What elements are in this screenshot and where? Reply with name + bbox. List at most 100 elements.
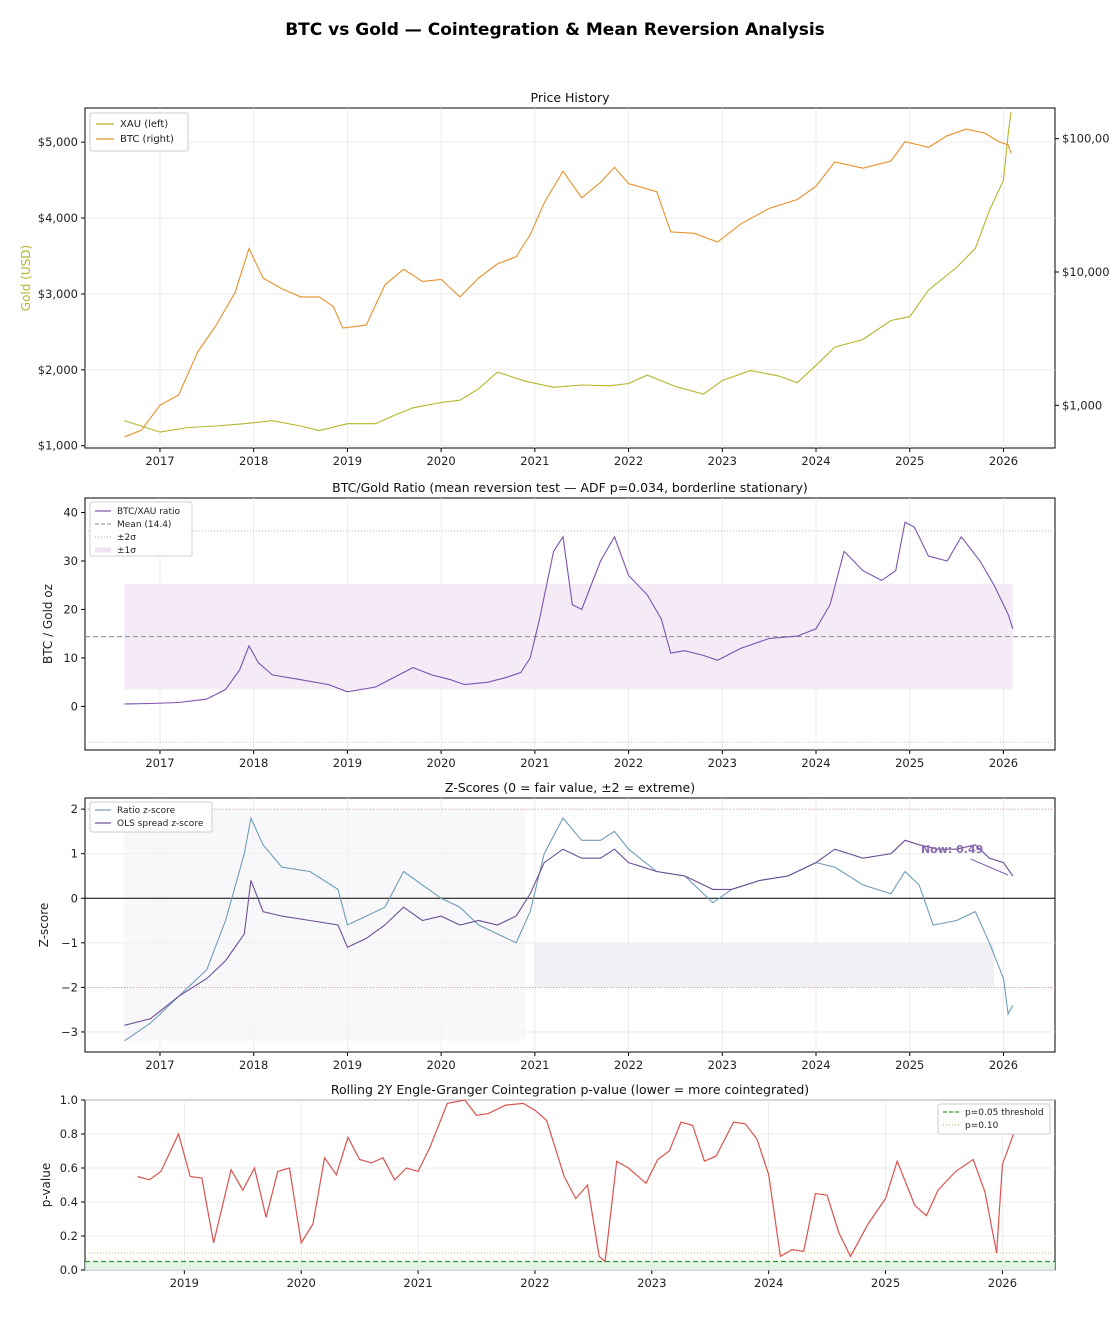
- panel-title: Z-Scores (0 = fair value, ±2 = extreme): [445, 780, 695, 795]
- y-tick-label: −1: [61, 936, 78, 950]
- x-tick-label: 2024: [754, 1276, 783, 1290]
- y-tick-label: 0: [71, 891, 78, 905]
- y-tick-label: $5,000: [38, 135, 78, 149]
- y-tick-label: $4,000: [38, 211, 78, 225]
- x-tick-label: 2020: [426, 756, 455, 770]
- panel-title: BTC/Gold Ratio (mean reversion test — AD…: [332, 480, 808, 495]
- legend-box: [89, 112, 189, 152]
- x-tick-label: 2021: [520, 756, 549, 770]
- y-axis-label: p-value: [39, 1163, 53, 1207]
- x-tick-label: 2022: [614, 1058, 643, 1072]
- legend-label: p=0.05 threshold: [965, 1108, 1044, 1118]
- legend-label: XAU (left): [120, 119, 168, 130]
- y-tick-label: 2: [71, 802, 78, 816]
- x-tick-label: 2022: [614, 756, 643, 770]
- x-tick-label: 2019: [170, 1276, 199, 1290]
- x-tick-label: 2020: [287, 1276, 316, 1290]
- y-tick-label: 0.0: [60, 1263, 78, 1277]
- legend: p=0.05 threshold p=0.10: [937, 1103, 1051, 1135]
- panel-zscore: Z-Scores (0 = fair value, ±2 = extreme) 2…: [37, 780, 1056, 1072]
- plot-frame: [84, 797, 1056, 1053]
- plot-frame: [84, 1099, 1056, 1271]
- legend-box: [89, 801, 213, 833]
- x-tick-label: 2021: [520, 1058, 549, 1072]
- series-line-xau: [124, 111, 1012, 433]
- x-tick-label: 2025: [895, 756, 924, 770]
- series-line-ols-z: [124, 839, 1014, 1026]
- legend: BTC/XAU ratio Mean (14.4) ±2σ ±1σ: [89, 501, 193, 557]
- legend-label: BTC (right): [120, 134, 174, 145]
- panel-pvalue: Rolling 2Y Engle-Granger Cointegration p…: [39, 1082, 1056, 1290]
- y-tick-label: 0.2: [60, 1229, 78, 1243]
- x-tick-label: 2022: [520, 1276, 549, 1290]
- x-tick-label: 2018: [239, 756, 268, 770]
- y-tick-label: $1,000: [38, 439, 78, 453]
- x-tick-label: 2024: [801, 454, 830, 468]
- x-tick-label: 2025: [895, 1058, 924, 1072]
- panel-price: Price History 2017 2018 2019 2020 2021 2022 202…: [19, 90, 1110, 468]
- y-right-tick-label: $100,00: [1062, 132, 1110, 146]
- x-tick-label: 2017: [145, 756, 174, 770]
- series-line-ratio-z: [124, 816, 1014, 1042]
- legend-box: [937, 1103, 1051, 1135]
- legend-label: OLS spread z-score: [117, 819, 204, 829]
- series-line-ratio: [124, 521, 1014, 705]
- legend-label: p=0.10: [965, 1121, 999, 1131]
- figure-title: BTC vs Gold — Cointegration & Mean Rever…: [285, 20, 825, 40]
- legend-label: Ratio z-score: [117, 806, 176, 816]
- x-tick-label: 2024: [801, 1058, 830, 1072]
- x-tick-label: 2025: [895, 454, 924, 468]
- now-annotation: Now: 0.49: [921, 843, 983, 856]
- y-tick-label: 20: [63, 602, 78, 616]
- shade-region: [534, 942, 995, 988]
- significance-band: [85, 1261, 1055, 1270]
- legend-label: ±2σ: [117, 533, 136, 543]
- x-tick-label: 2018: [239, 454, 268, 468]
- y-tick-label: 0.8: [60, 1127, 78, 1141]
- x-tick-label: 2023: [708, 454, 737, 468]
- x-tick-label: 2023: [637, 1276, 666, 1290]
- legend: Ratio z-score OLS spread z-score: [89, 801, 213, 833]
- shade-region: [124, 809, 526, 1041]
- x-tick-label: 2019: [333, 1058, 362, 1072]
- y-tick-label: 40: [63, 506, 78, 520]
- y-tick-label: 0: [71, 699, 78, 713]
- x-tick-label: 2023: [708, 1058, 737, 1072]
- x-tick-label: 2019: [333, 454, 362, 468]
- legend-box: [89, 501, 193, 557]
- y-tick-label: $3,000: [38, 287, 78, 301]
- plot-frame: [84, 107, 1056, 449]
- panel-title: Rolling 2Y Engle-Granger Cointegration p…: [331, 1082, 809, 1097]
- y-tick-label: −3: [61, 1025, 78, 1039]
- y-tick-label: −2: [61, 980, 78, 994]
- x-tick-label: 2023: [708, 756, 737, 770]
- y-tick-label: 0.6: [60, 1161, 78, 1175]
- legend-label: Mean (14.4): [117, 520, 171, 530]
- annotation-arrow: [970, 858, 1009, 876]
- y-tick-label: 0.4: [60, 1195, 78, 1209]
- legend-label: BTC/XAU ratio: [117, 507, 180, 517]
- legend-label: ±1σ: [117, 546, 136, 556]
- y-right-tick-label: $1,000: [1062, 398, 1102, 412]
- y-right-tick-label: $10,000: [1062, 265, 1110, 279]
- x-tick-label: 2025: [871, 1276, 900, 1290]
- panel-ratio: BTC/Gold Ratio (mean reversion test — AD…: [41, 480, 1056, 770]
- y-tick-label: 1: [71, 847, 78, 861]
- series-line-pvalue: [137, 1099, 1015, 1263]
- x-tick-label: 2017: [145, 454, 174, 468]
- series-line-btc: [124, 128, 1012, 438]
- x-tick-label: 2020: [426, 454, 455, 468]
- x-tick-label: 2022: [614, 454, 643, 468]
- y-axis-label: Gold (USD): [19, 245, 33, 311]
- x-tick-label: 2017: [145, 1058, 174, 1072]
- x-tick-label: 2026: [989, 1058, 1018, 1072]
- plot-frame: [84, 497, 1056, 751]
- x-tick-label: 2018: [239, 1058, 268, 1072]
- x-tick-label: 2020: [426, 1058, 455, 1072]
- y-tick-label: $2,000: [38, 363, 78, 377]
- x-tick-label: 2021: [403, 1276, 432, 1290]
- legend: XAU (left) BTC (right): [89, 112, 189, 152]
- y-axis-label: Z-score: [37, 903, 51, 948]
- y-tick-label: 10: [63, 651, 78, 665]
- x-tick-label: 2024: [801, 756, 830, 770]
